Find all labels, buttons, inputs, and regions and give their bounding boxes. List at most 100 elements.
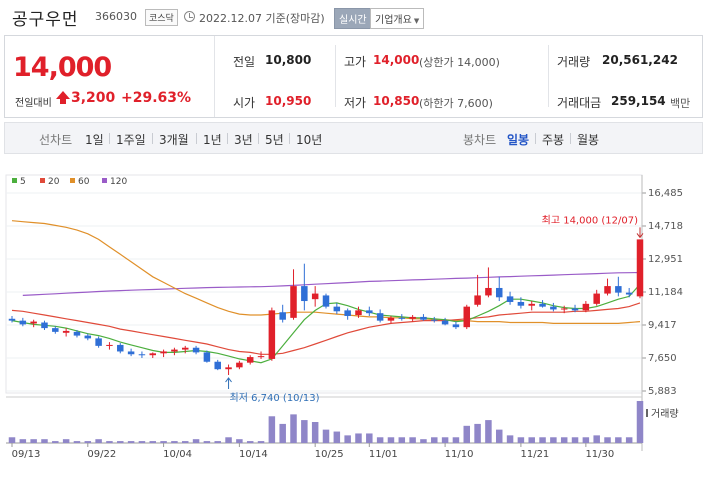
volume-bar	[398, 437, 406, 443]
volume-bar	[560, 437, 568, 443]
tab-separator	[289, 133, 290, 144]
divider	[335, 45, 336, 107]
prev-day-label: 전일대비	[15, 98, 52, 109]
legend-label: 5	[20, 177, 26, 187]
candle-body	[8, 318, 16, 321]
tab-10y[interactable]: 10년	[296, 133, 323, 147]
candle	[257, 351, 265, 359]
candle-body	[290, 286, 297, 318]
realtime-button[interactable]: 실시간	[334, 8, 372, 29]
candle-body	[257, 356, 265, 358]
candle	[431, 316, 438, 323]
candle	[246, 355, 254, 365]
y-tick-label: 16,485	[648, 188, 683, 199]
volume-bar	[474, 423, 481, 443]
candle	[214, 359, 221, 371]
volume-bar	[19, 439, 27, 443]
volume-bar	[376, 437, 384, 443]
ma120-line	[22, 271, 641, 296]
volume-label: 거래량	[557, 55, 591, 69]
legend-swatch	[70, 178, 75, 183]
candle-body	[117, 344, 124, 352]
tab-5y[interactable]: 5년	[265, 133, 284, 147]
legend-label: 60	[78, 177, 90, 187]
volume-bar	[615, 437, 622, 443]
x-tick-label: 09/13	[12, 449, 41, 460]
candle-body	[333, 306, 341, 312]
volume-bar	[203, 441, 211, 443]
trade-amount-unit: 백만	[670, 97, 691, 110]
volume-bar	[593, 435, 600, 443]
market-badge: 코스닥	[145, 9, 178, 26]
open-label: 시가	[233, 96, 256, 110]
tab-3y[interactable]: 3년	[234, 133, 253, 147]
low-value: 10,850	[373, 94, 420, 108]
candle	[495, 276, 503, 302]
volume-bar	[279, 423, 286, 443]
company-info-button[interactable]: 기업개요 ▼	[370, 8, 425, 29]
candle-body	[41, 322, 48, 329]
candle-body	[203, 352, 211, 362]
stock-chart[interactable]: 16,485 14,718 12,951 11,184 9,417 7,650 5,883 5…	[0, 155, 706, 485]
candle-body	[236, 362, 243, 368]
candle-body	[636, 239, 644, 297]
candle	[387, 315, 395, 324]
candle	[366, 306, 373, 316]
volume-bar	[355, 433, 362, 443]
volume-label: 거래량	[651, 408, 679, 420]
candle-body	[246, 357, 254, 363]
volume-bar	[311, 422, 319, 443]
volume-bar	[431, 437, 438, 443]
volume-bar	[571, 437, 579, 443]
candle-body	[517, 301, 525, 306]
candle-chart-label[interactable]: 봉차트	[463, 133, 497, 147]
tab-monthly[interactable]: 월봉	[577, 133, 600, 147]
volume-bar	[582, 437, 590, 443]
volume-bar	[604, 437, 611, 443]
candle-body	[160, 351, 167, 354]
ma20-line	[11, 302, 641, 355]
candle	[355, 306, 362, 318]
tab-1d[interactable]: 1일	[85, 133, 104, 147]
candle	[420, 314, 427, 321]
candle-body	[84, 335, 92, 339]
line-chart-label[interactable]: 선차트	[39, 133, 73, 147]
candle-body	[301, 286, 308, 302]
tab-1y[interactable]: 1년	[203, 133, 222, 147]
tab-1w[interactable]: 1주일	[116, 133, 146, 147]
candle	[117, 343, 124, 354]
tab-separator	[570, 133, 571, 144]
volume-bar	[333, 431, 341, 443]
candle	[160, 349, 167, 358]
company-info-label: 기업개요	[375, 15, 412, 26]
candle-body	[322, 295, 330, 307]
candle	[463, 304, 471, 330]
y-tick-label: 9,417	[648, 320, 677, 331]
price-summary: 14,000 전일대비 3,200 +29.63% 전일 10,800 시가 1…	[4, 35, 703, 118]
tab-daily[interactable]: 일봉	[507, 133, 530, 147]
candle-body	[19, 320, 27, 325]
candle-body	[192, 347, 200, 353]
volume-bar	[441, 437, 449, 443]
tab-3m[interactable]: 3개월	[159, 133, 189, 147]
volume-bar	[463, 425, 471, 443]
volume-bar	[625, 437, 633, 443]
candle-body	[376, 313, 384, 321]
candle	[203, 350, 211, 363]
prev-close-value: 10,800	[265, 53, 312, 67]
legend-swatch	[40, 178, 45, 183]
volume-bar	[528, 437, 535, 443]
candle	[452, 321, 460, 330]
volume-bar	[301, 420, 308, 443]
candle-body	[127, 351, 135, 355]
candle-body	[571, 308, 579, 311]
x-tick-label: 11/21	[520, 449, 549, 460]
tab-separator	[109, 133, 110, 144]
tab-weekly[interactable]: 주봉	[542, 133, 565, 147]
candle-body	[625, 292, 633, 295]
volume-bar	[290, 414, 297, 443]
y-tick-label: 12,951	[648, 254, 683, 265]
candle	[625, 287, 633, 298]
candle	[485, 267, 492, 298]
candle	[593, 289, 600, 306]
